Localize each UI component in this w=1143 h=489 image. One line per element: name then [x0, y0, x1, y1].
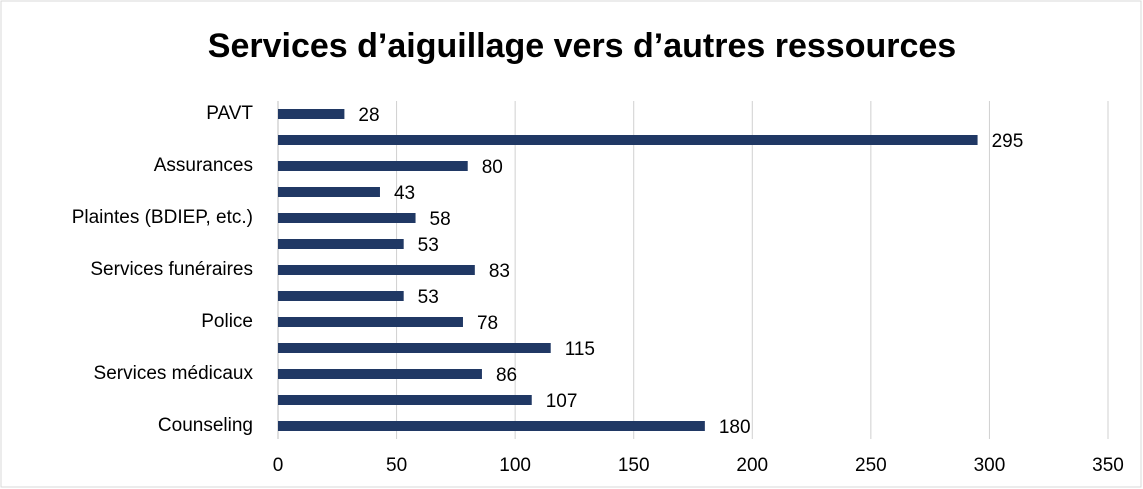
bar — [278, 213, 416, 223]
data-label: 295 — [992, 131, 1024, 152]
data-label: 58 — [430, 209, 451, 230]
data-label: 83 — [489, 261, 510, 282]
data-label: 28 — [358, 105, 379, 126]
x-tick-label: 350 — [1092, 455, 1124, 476]
y-tick-label: Services funéraires — [90, 259, 253, 280]
bar — [278, 317, 463, 327]
bar — [278, 395, 532, 405]
bar — [278, 161, 468, 171]
y-tick-label: Services médicaux — [94, 363, 254, 384]
bar — [278, 291, 404, 301]
y-tick-label: PAVT — [206, 103, 253, 124]
x-tick-label: 100 — [499, 455, 531, 476]
x-tick-label: 150 — [618, 455, 650, 476]
data-label: 78 — [477, 313, 498, 334]
data-label: 86 — [496, 365, 517, 386]
y-tick-label: Police — [201, 311, 253, 332]
bar — [278, 135, 978, 145]
data-label: 53 — [418, 235, 439, 256]
y-tick-label: Assurances — [154, 155, 253, 176]
bar — [278, 343, 551, 353]
data-label: 180 — [719, 417, 751, 438]
bar — [278, 421, 705, 431]
bar — [278, 369, 482, 379]
x-tick-label: 50 — [386, 455, 407, 476]
data-label: 115 — [565, 339, 595, 360]
bar — [278, 239, 404, 249]
data-label: 43 — [394, 183, 415, 204]
chart-title: Services d’aiguillage vers d’autres ress… — [208, 27, 956, 65]
bar — [278, 265, 475, 275]
bar — [278, 109, 345, 119]
y-tick-label: Plaintes (BDIEP, etc.) — [72, 207, 253, 228]
y-tick-label: Counseling — [158, 415, 253, 436]
x-tick-label: 200 — [736, 455, 768, 476]
x-tick-label: 250 — [855, 455, 887, 476]
x-tick-label: 0 — [273, 455, 284, 476]
data-label: 80 — [482, 157, 503, 178]
data-label: 53 — [418, 287, 439, 308]
data-label: 107 — [546, 391, 578, 412]
bar — [278, 187, 380, 197]
x-tick-label: 300 — [974, 455, 1006, 476]
